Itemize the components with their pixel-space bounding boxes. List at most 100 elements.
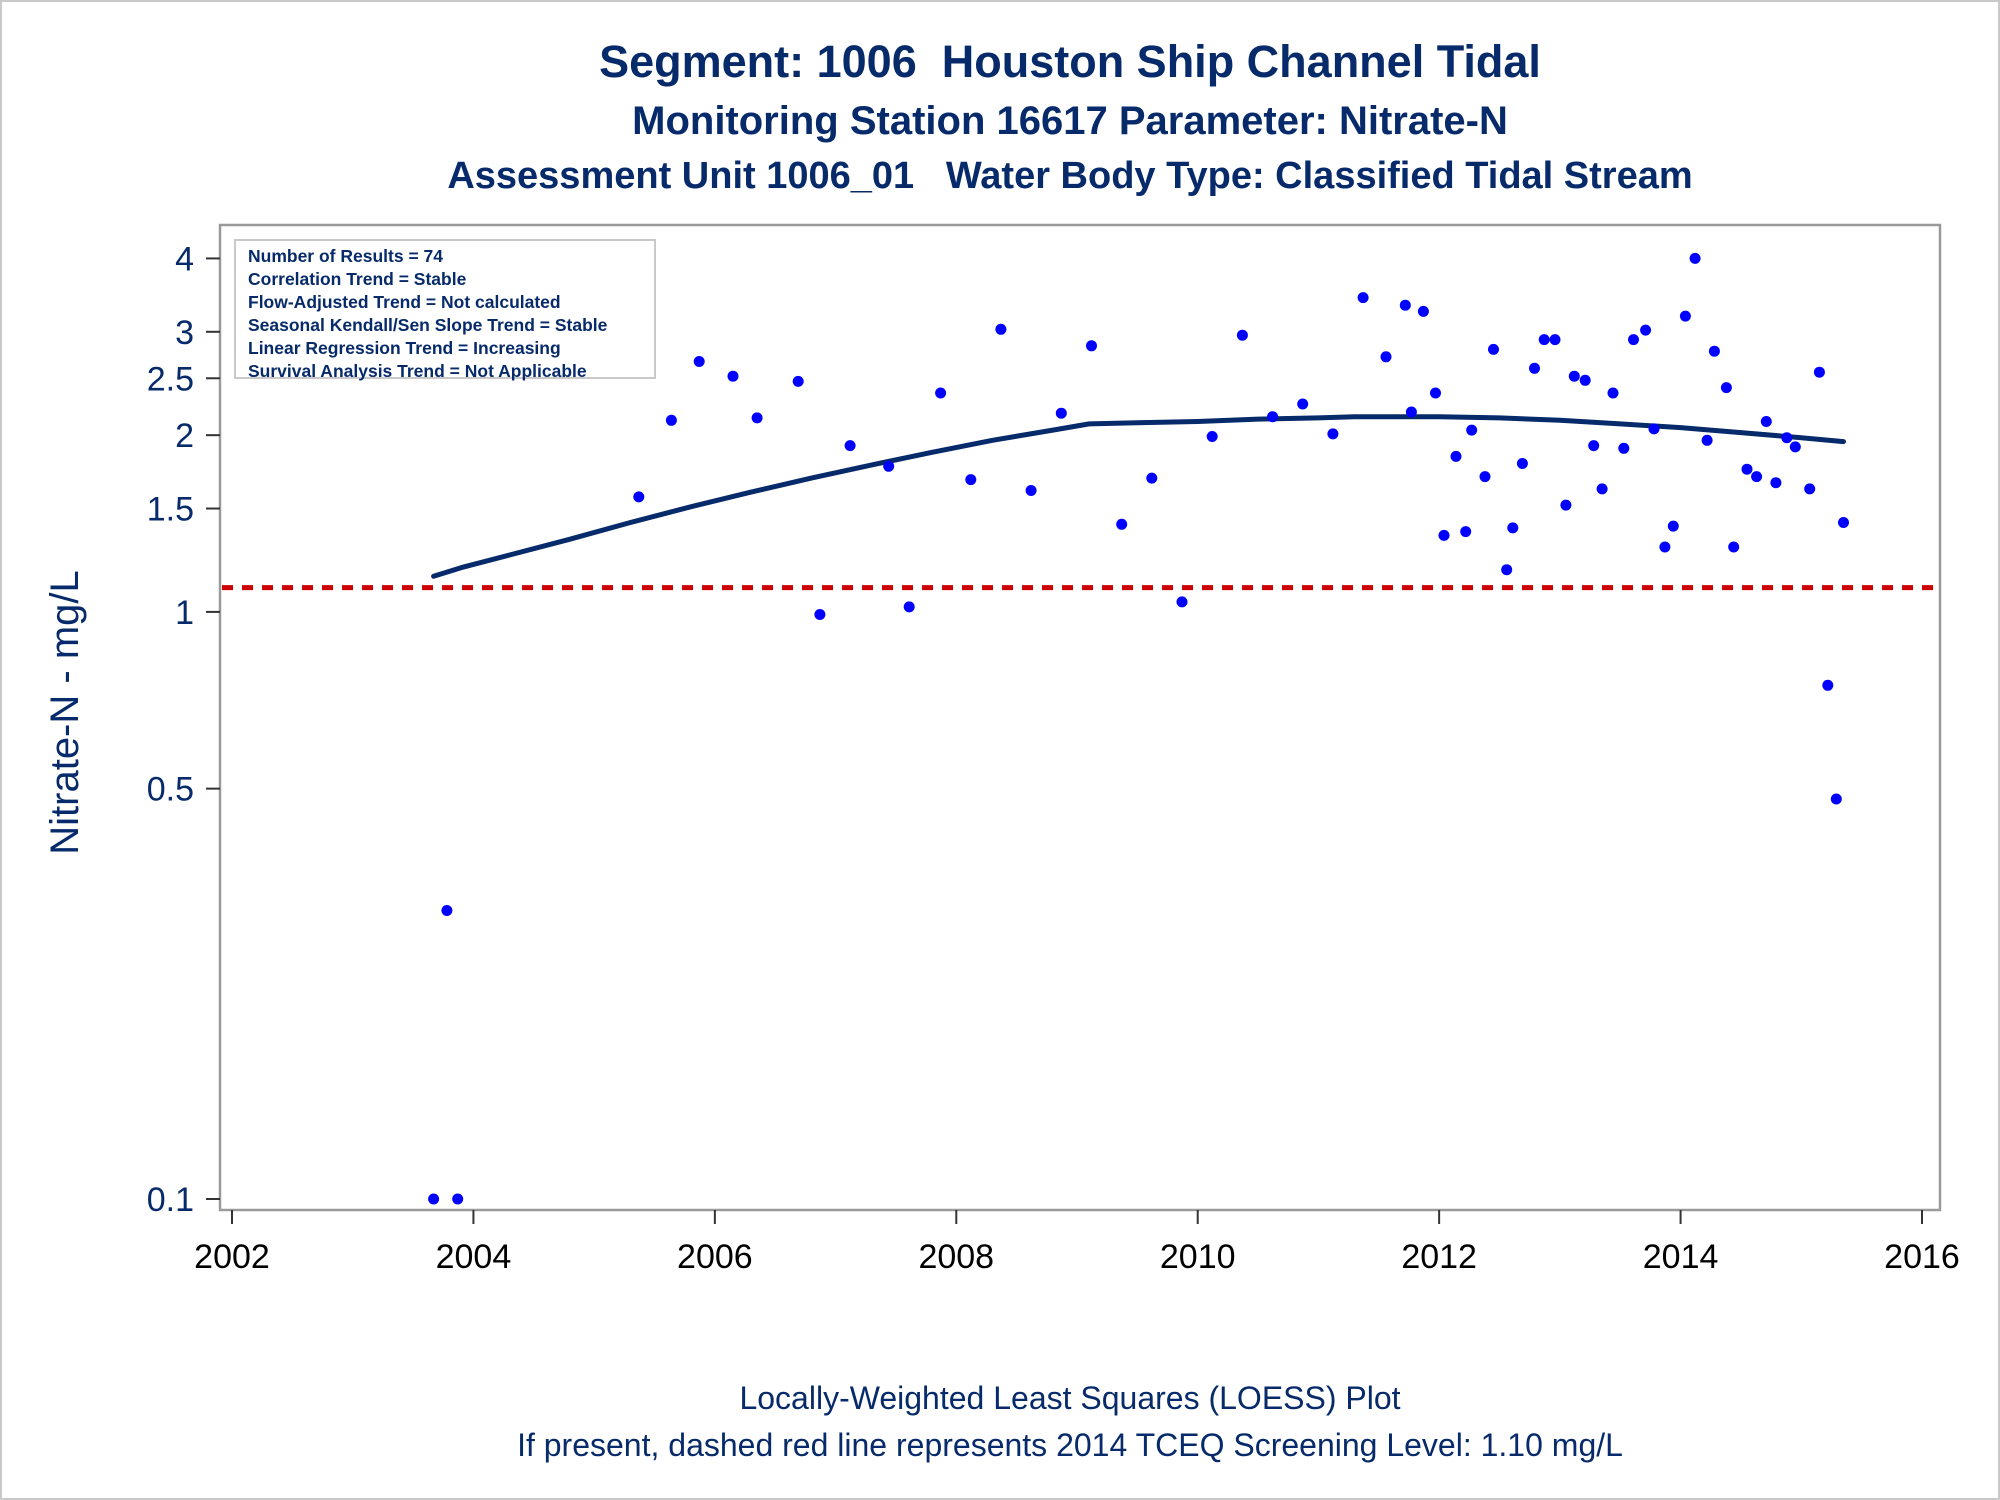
- x-tick-label: 2002: [194, 1238, 270, 1276]
- data-point: [1529, 362, 1540, 374]
- data-point: [1236, 329, 1248, 341]
- data-point: [1813, 366, 1825, 378]
- y-tick-label: 2: [175, 417, 194, 455]
- data-point: [1507, 522, 1519, 534]
- data-point: [1596, 483, 1608, 495]
- data-point: [1689, 252, 1701, 264]
- data-point: [665, 414, 677, 426]
- data-point: [1501, 564, 1513, 576]
- x-tick-label: 2016: [1884, 1238, 1960, 1276]
- data-point: [1438, 529, 1450, 541]
- data-point: [1055, 407, 1067, 419]
- data-point: [1804, 483, 1816, 495]
- data-point: [1789, 441, 1801, 453]
- x-tick-label: 2008: [918, 1238, 994, 1276]
- data-point: [1679, 310, 1691, 322]
- y-tick-label: 1.5: [147, 491, 194, 529]
- y-tick-label: 2.5: [147, 360, 194, 398]
- data-point: [1450, 450, 1462, 462]
- loess-layer: [431, 414, 1846, 579]
- data-point: [1460, 526, 1472, 538]
- y-tick-label: 3: [175, 314, 194, 352]
- stat-flow-adjusted-trend: Flow-Adjusted Trend = Not calculated: [248, 292, 561, 312]
- data-point: [1357, 292, 1369, 304]
- data-point: [1781, 432, 1793, 444]
- data-point: [1488, 343, 1499, 355]
- data-point: [1628, 334, 1639, 346]
- axis-layer: 0.1 0.5 1 1.5 2 2.5 3 4 2002 2004 2006 2008 2010 2012…: [43, 223, 1960, 1276]
- data-point: [883, 460, 895, 472]
- chart-subtitle-station: Monitoring Station 16617 Parameter: Nitr…: [632, 99, 1508, 143]
- data-point: [428, 1193, 440, 1205]
- data-point: [1568, 370, 1580, 382]
- data-point: [1516, 458, 1528, 469]
- x-tick-label: 2004: [436, 1238, 512, 1276]
- data-point: [1560, 499, 1572, 511]
- data-point: [844, 440, 856, 452]
- data-point: [814, 609, 826, 620]
- data-point: [1728, 541, 1740, 553]
- data-point: [1267, 411, 1279, 423]
- data-point: [792, 375, 804, 387]
- data-point: [1667, 520, 1679, 532]
- data-point: [441, 905, 453, 916]
- x-tick-label: 2014: [1643, 1238, 1719, 1276]
- data-point: [1025, 485, 1037, 496]
- data-point: [1579, 374, 1591, 386]
- footnote-screening-level: If present, dashed red line represents 2…: [517, 1427, 1623, 1463]
- data-point: [1430, 387, 1441, 399]
- data-point: [1618, 442, 1630, 454]
- data-point: [751, 412, 763, 424]
- stat-correlation-trend: Correlation Trend = Stable: [248, 269, 467, 289]
- x-tick-label: 2012: [1401, 1238, 1477, 1276]
- data-point: [1607, 387, 1619, 399]
- stat-seasonal-kendall-trend: Seasonal Kendall/Sen Slope Trend = Stabl…: [248, 315, 608, 335]
- loess-curve: [431, 414, 1846, 579]
- data-point: [1838, 517, 1849, 528]
- data-point: [995, 323, 1007, 335]
- x-tick-label: 2010: [1160, 1238, 1236, 1276]
- y-tick-label: 0.5: [147, 771, 194, 809]
- data-point: [1206, 431, 1218, 442]
- data-point: [1708, 345, 1720, 357]
- stat-linear-regression-trend: Linear Regression Trend = Increasing: [248, 338, 561, 358]
- data-point: [452, 1193, 464, 1205]
- data-point: [1146, 472, 1158, 484]
- x-tick-label: 2006: [677, 1238, 753, 1276]
- data-point: [1830, 793, 1842, 805]
- data-point: [693, 356, 705, 367]
- y-axis-label: Nitrate-N - mg/L: [43, 570, 87, 855]
- data-point: [1549, 334, 1561, 346]
- y-tick-label: 4: [175, 240, 194, 278]
- data-point: [1116, 518, 1128, 530]
- plot-area-frame: [218, 223, 1942, 1212]
- y-tick-label: 1: [175, 594, 194, 632]
- data-point: [1399, 299, 1411, 311]
- data-point: [1760, 416, 1772, 427]
- footnote-loess: Locally-Weighted Least Squares (LOESS) P…: [739, 1380, 1401, 1416]
- data-point: [727, 370, 739, 382]
- stat-survival-analysis-trend: Survival Analysis Trend = Not Applicable: [248, 361, 587, 381]
- data-point: [633, 491, 645, 503]
- data-point: [1297, 398, 1309, 410]
- data-point: [1086, 340, 1097, 352]
- data-point: [1822, 679, 1834, 691]
- data-point: [1479, 471, 1491, 483]
- stat-number-of-results: Number of Results = 74: [248, 246, 443, 266]
- data-point: [1466, 424, 1478, 436]
- data-point: [965, 474, 977, 486]
- data-point: [1720, 382, 1732, 394]
- y-tick-label: 0.1: [147, 1181, 194, 1219]
- data-point: [1327, 428, 1339, 440]
- data-point: [1648, 423, 1660, 435]
- data-point: [1659, 541, 1671, 553]
- data-point: [1770, 477, 1782, 489]
- points-layer: [428, 252, 1849, 1205]
- data-point: [935, 387, 947, 399]
- data-point: [1176, 596, 1188, 608]
- data-point: [1640, 324, 1652, 336]
- data-point: [1538, 334, 1550, 346]
- data-point: [1701, 434, 1713, 446]
- data-point: [1751, 471, 1763, 483]
